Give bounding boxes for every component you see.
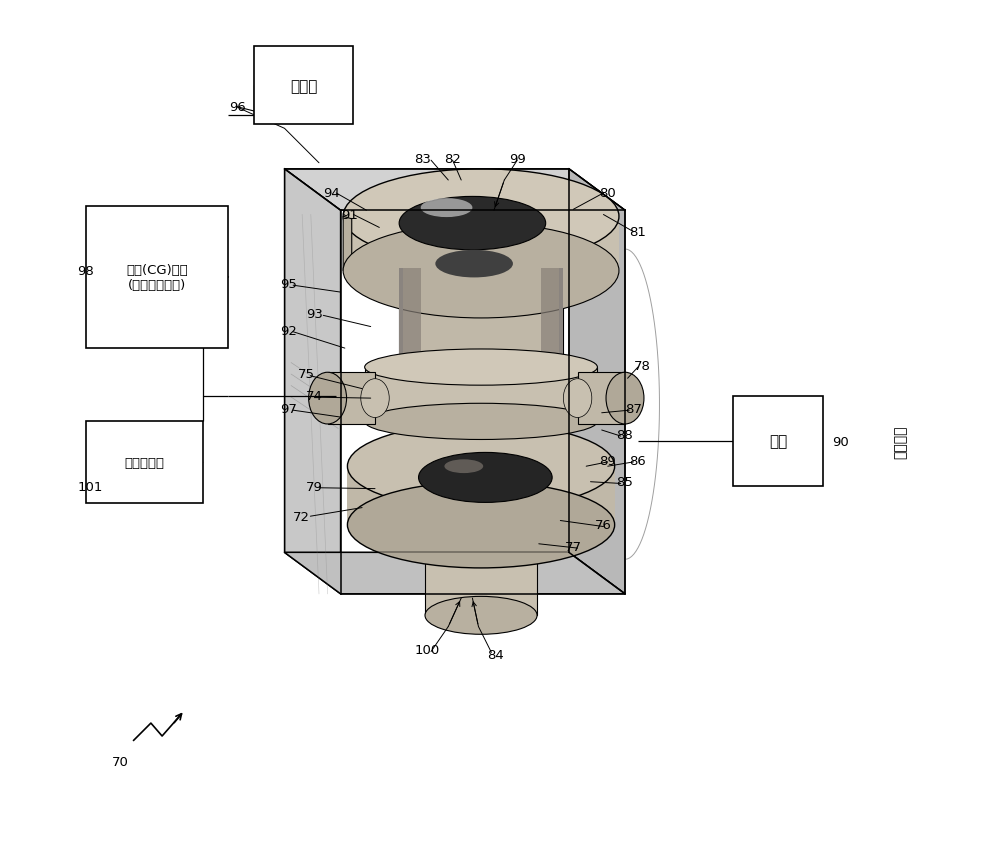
- Polygon shape: [399, 269, 403, 375]
- Ellipse shape: [425, 597, 537, 635]
- Text: 96: 96: [229, 101, 245, 115]
- Text: 泄放口: 泄放口: [290, 78, 318, 94]
- Polygon shape: [399, 269, 421, 375]
- Text: 90: 90: [832, 435, 849, 449]
- Text: 99: 99: [509, 152, 526, 166]
- Text: 85: 85: [617, 475, 633, 489]
- Text: 101: 101: [78, 480, 103, 493]
- Text: 86: 86: [630, 454, 646, 468]
- Text: 91: 91: [341, 208, 358, 222]
- Polygon shape: [365, 368, 597, 422]
- Polygon shape: [285, 170, 625, 211]
- Text: 95: 95: [280, 277, 297, 291]
- Text: 83: 83: [414, 152, 431, 166]
- Polygon shape: [569, 170, 625, 594]
- Ellipse shape: [343, 170, 619, 264]
- Text: 79: 79: [306, 480, 323, 493]
- Polygon shape: [399, 269, 563, 375]
- Ellipse shape: [365, 350, 597, 386]
- Ellipse shape: [361, 380, 389, 418]
- Polygon shape: [285, 553, 625, 594]
- FancyBboxPatch shape: [254, 47, 353, 125]
- Text: 94: 94: [324, 187, 340, 201]
- Text: 72: 72: [293, 510, 310, 523]
- Text: 87: 87: [625, 402, 642, 416]
- Ellipse shape: [563, 380, 592, 418]
- Ellipse shape: [343, 224, 619, 319]
- Text: 88: 88: [617, 428, 633, 442]
- Text: 78: 78: [634, 359, 651, 373]
- Text: 吹扫气体源: 吹扫气体源: [124, 456, 164, 469]
- Polygon shape: [559, 269, 563, 375]
- Ellipse shape: [419, 453, 552, 503]
- Ellipse shape: [435, 251, 513, 278]
- Ellipse shape: [347, 482, 615, 568]
- Polygon shape: [347, 467, 615, 525]
- Text: 77: 77: [565, 540, 582, 554]
- Polygon shape: [541, 422, 563, 534]
- Text: 100: 100: [414, 643, 439, 657]
- FancyBboxPatch shape: [733, 396, 823, 486]
- Text: 98: 98: [78, 264, 94, 278]
- Text: 82: 82: [444, 152, 461, 166]
- Polygon shape: [343, 217, 619, 271]
- Text: 89: 89: [599, 454, 616, 468]
- Text: 76: 76: [595, 518, 612, 532]
- Text: 93: 93: [306, 307, 323, 321]
- Polygon shape: [399, 422, 563, 534]
- Text: 路径: 路径: [769, 434, 787, 449]
- Polygon shape: [399, 422, 421, 534]
- FancyBboxPatch shape: [86, 422, 203, 504]
- Text: 74: 74: [306, 389, 323, 403]
- Text: 70: 70: [112, 755, 129, 769]
- Text: 84: 84: [487, 647, 504, 661]
- Ellipse shape: [399, 197, 546, 251]
- Ellipse shape: [309, 373, 347, 424]
- Text: 填充(CG)系统
(液体再填充源): 填充(CG)系统 (液体再填充源): [126, 263, 188, 292]
- Text: 97: 97: [280, 402, 297, 416]
- Polygon shape: [343, 217, 352, 274]
- Polygon shape: [328, 373, 375, 424]
- Ellipse shape: [365, 404, 597, 440]
- Text: 92: 92: [280, 325, 297, 338]
- Ellipse shape: [347, 424, 615, 510]
- Ellipse shape: [444, 460, 483, 474]
- Polygon shape: [541, 269, 563, 375]
- Polygon shape: [578, 373, 625, 424]
- Text: 81: 81: [629, 226, 646, 239]
- Text: 现有技术: 现有技术: [894, 425, 908, 458]
- Ellipse shape: [421, 199, 472, 218]
- Ellipse shape: [606, 373, 644, 424]
- Polygon shape: [285, 170, 341, 594]
- Polygon shape: [425, 525, 537, 616]
- Text: 75: 75: [298, 368, 315, 381]
- Text: 80: 80: [599, 187, 616, 201]
- FancyBboxPatch shape: [86, 207, 228, 349]
